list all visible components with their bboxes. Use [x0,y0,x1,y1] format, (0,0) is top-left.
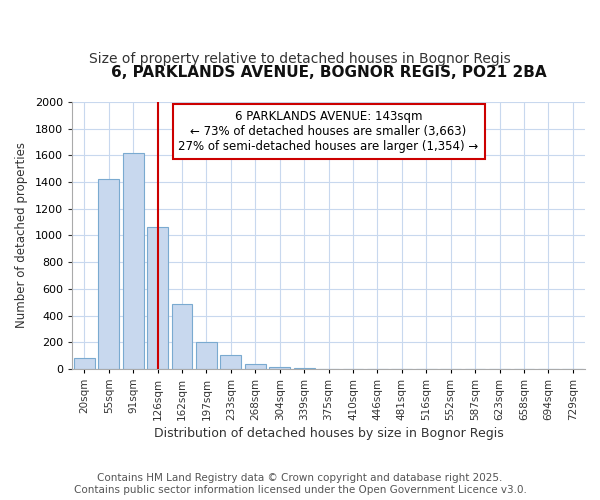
Y-axis label: Number of detached properties: Number of detached properties [15,142,28,328]
Text: Contains HM Land Registry data © Crown copyright and database right 2025.
Contai: Contains HM Land Registry data © Crown c… [74,474,526,495]
Bar [196,342,217,369]
X-axis label: Distribution of detached houses by size in Bognor Regis: Distribution of detached houses by size … [154,427,503,440]
Bar [294,368,314,369]
Text: Size of property relative to detached houses in Bognor Regis: Size of property relative to detached ho… [89,52,511,66]
Bar [74,358,95,369]
Bar [220,355,241,369]
Text: 6 PARKLANDS AVENUE: 143sqm
← 73% of detached houses are smaller (3,663)
27% of s: 6 PARKLANDS AVENUE: 143sqm ← 73% of deta… [178,110,479,153]
Bar [172,304,193,369]
Bar [98,180,119,369]
Title: 6, PARKLANDS AVENUE, BOGNOR REGIS, PO21 2BA: 6, PARKLANDS AVENUE, BOGNOR REGIS, PO21 … [111,65,547,80]
Bar [147,228,168,369]
Bar [123,152,143,369]
Bar [245,364,266,369]
Bar [269,367,290,369]
